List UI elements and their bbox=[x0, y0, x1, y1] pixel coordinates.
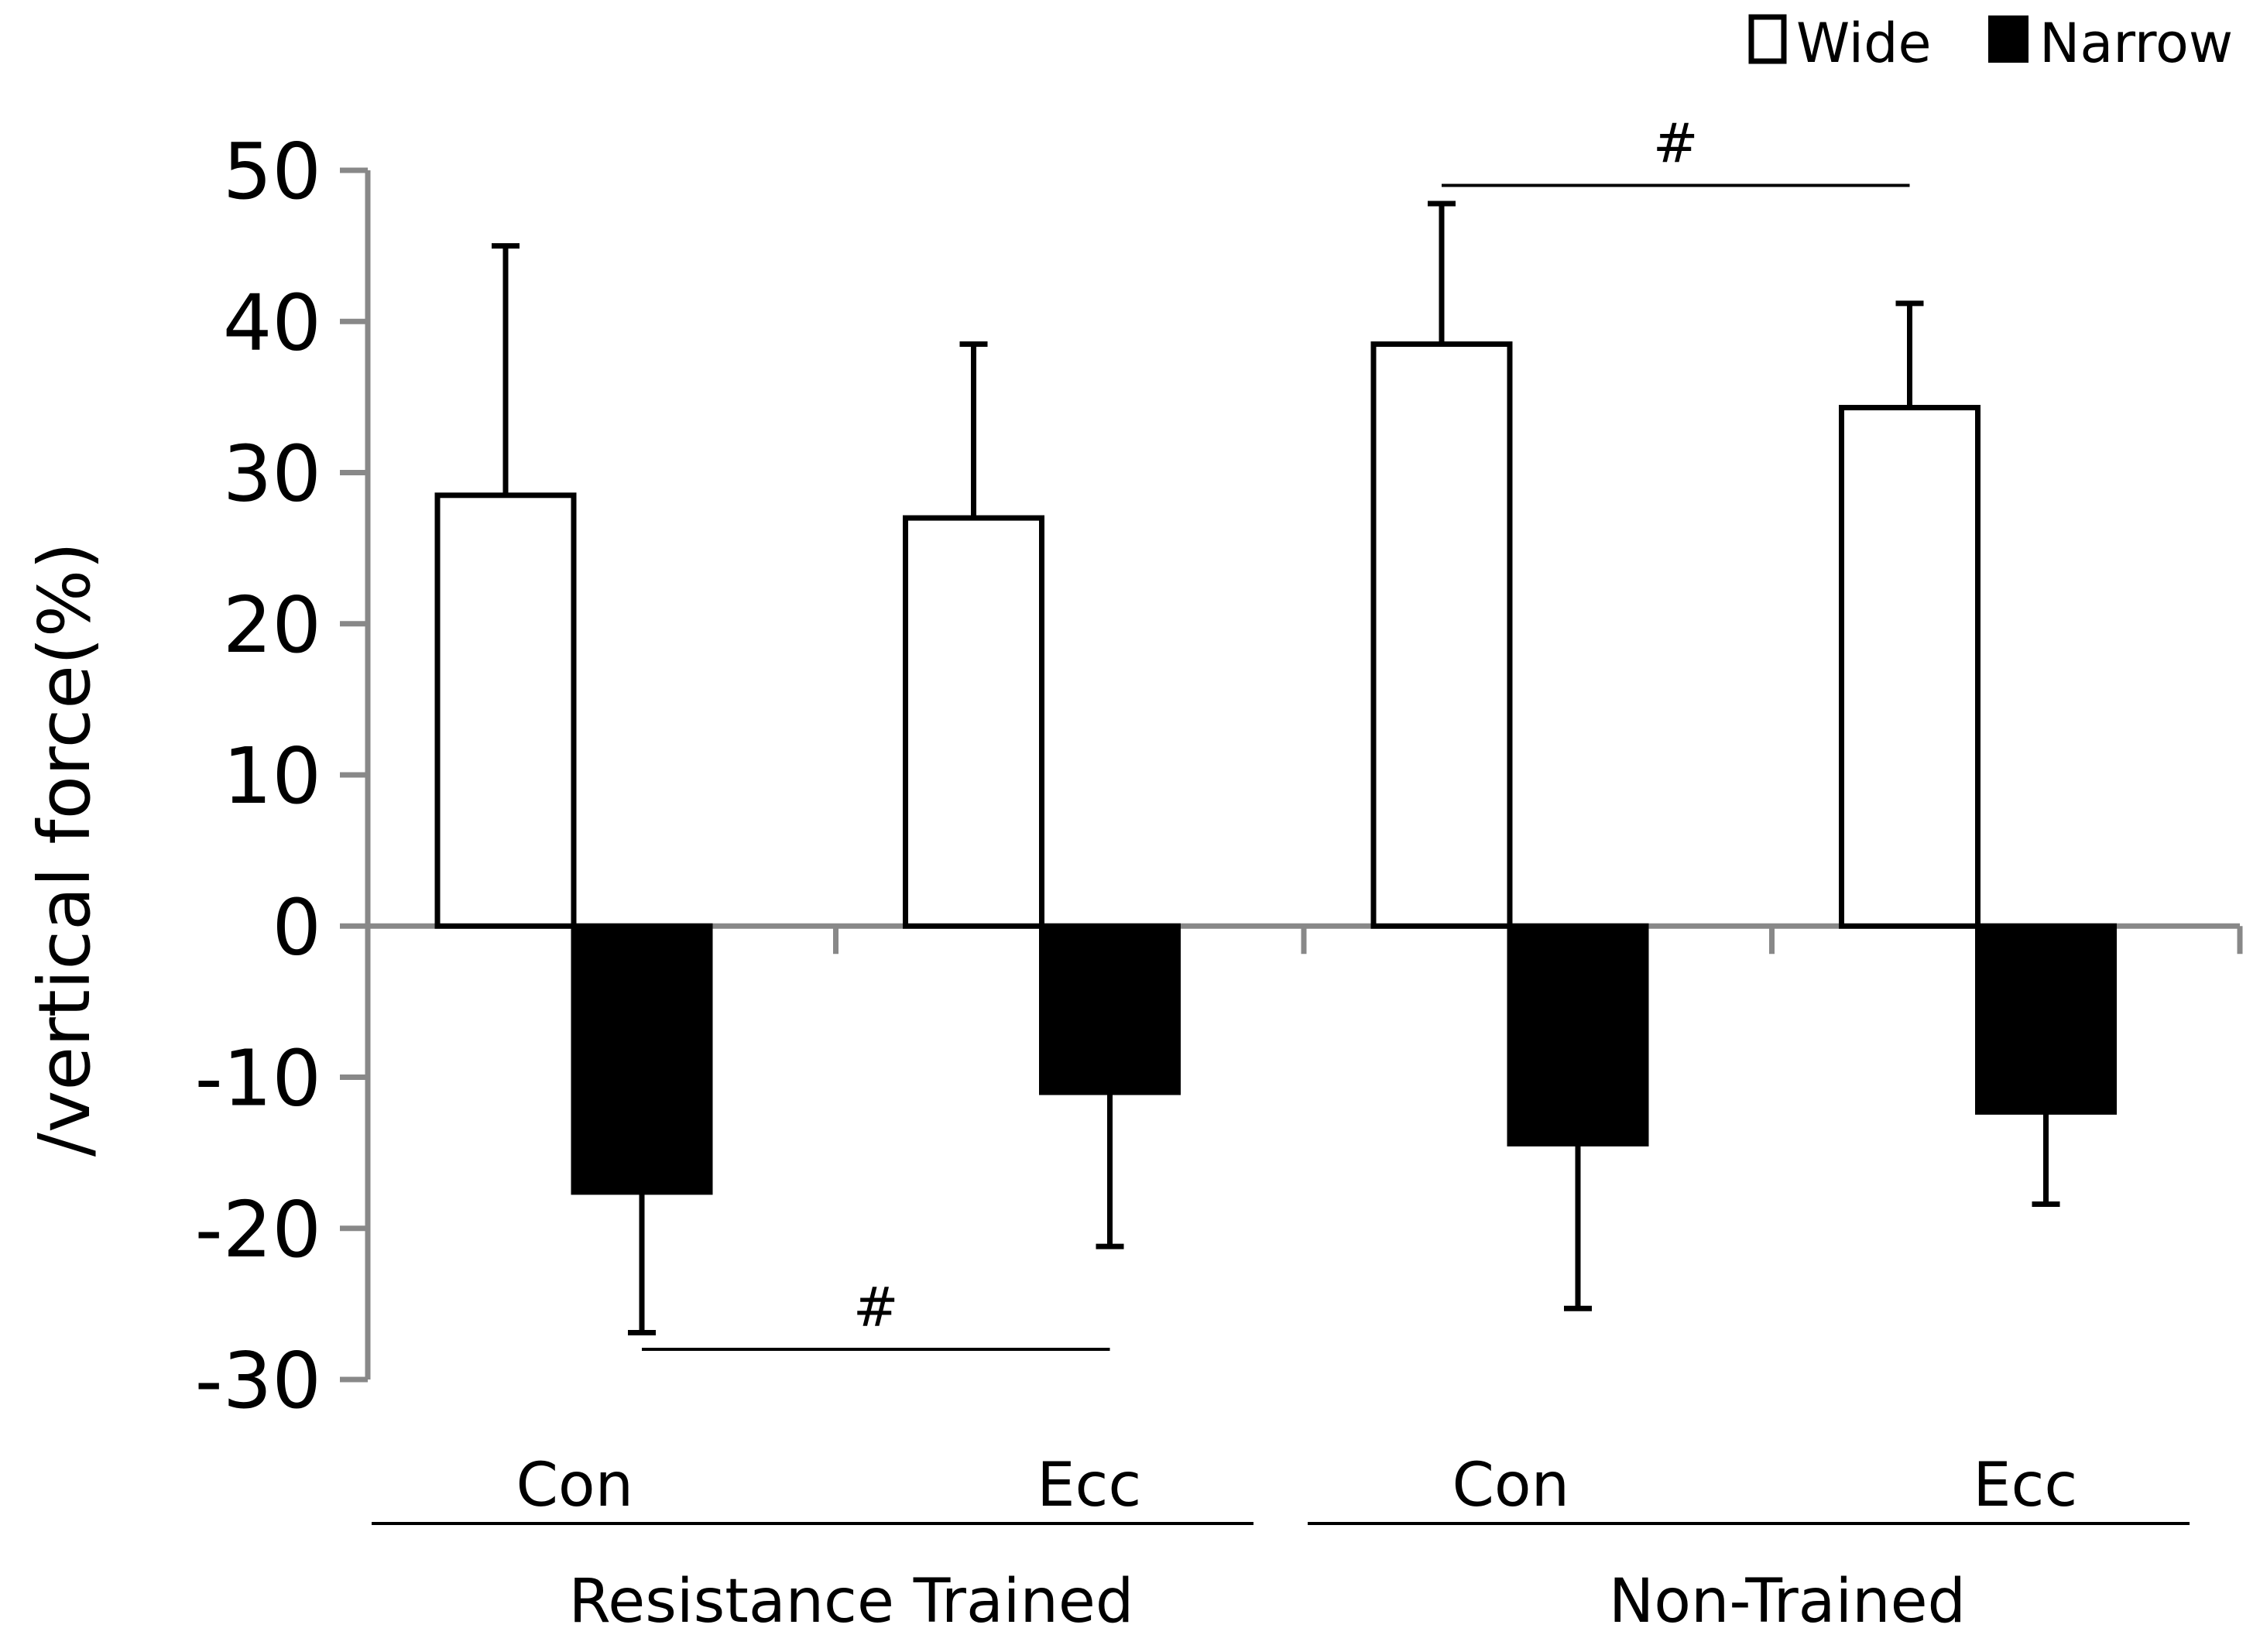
category-labels: Con Ecc Con Ecc Resistance Trained Non-Traine… bbox=[372, 1451, 2190, 1637]
y-tick-label: 40 bbox=[223, 277, 321, 368]
y-tick-label: 10 bbox=[223, 731, 321, 821]
legend-narrow-swatch bbox=[1988, 15, 2029, 63]
y-tick-label: 0 bbox=[272, 882, 321, 972]
category-label: Ecc bbox=[1973, 1451, 2077, 1520]
y-axis-ticks: 50 40 30 20 10 0 -10 -20 -30 bbox=[195, 126, 368, 1426]
bar-wide bbox=[434, 492, 577, 929]
bars bbox=[434, 341, 2117, 1195]
significance-label: # bbox=[853, 1276, 899, 1339]
bar-wide bbox=[1370, 341, 1513, 929]
significance-annotations: ## bbox=[642, 112, 1910, 1351]
bar-narrow bbox=[571, 923, 713, 1195]
bar-narrow bbox=[1975, 923, 2117, 1115]
y-tick-label: 50 bbox=[223, 126, 321, 217]
error-bars bbox=[492, 201, 2060, 1335]
y-axis-label: /vertical force(%) bbox=[23, 542, 106, 1157]
legend-wide-swatch bbox=[1748, 14, 1787, 64]
legend-wide-label: Wide bbox=[1796, 12, 1932, 75]
y-tick-label: 30 bbox=[223, 429, 321, 519]
category-label: Con bbox=[1452, 1451, 1569, 1520]
legend-narrow-label: Narrow bbox=[2039, 12, 2233, 75]
category-label: Con bbox=[516, 1451, 633, 1520]
bar-wide bbox=[1839, 405, 1981, 929]
y-tick-label: -10 bbox=[195, 1033, 321, 1124]
significance-label: # bbox=[1653, 112, 1699, 176]
bar-narrow bbox=[1507, 923, 1649, 1146]
y-tick-label: -30 bbox=[195, 1335, 321, 1426]
y-tick-label: 20 bbox=[223, 580, 321, 670]
bar-wide bbox=[903, 515, 1044, 929]
y-tick-label: -20 bbox=[195, 1184, 321, 1275]
category-label: Ecc bbox=[1037, 1451, 1141, 1520]
group-label: Resistance Trained bbox=[569, 1567, 1134, 1637]
legend: Wide Narrow bbox=[1748, 12, 2233, 75]
bar-narrow bbox=[1039, 923, 1181, 1095]
group-label: Non-Trained bbox=[1609, 1567, 1966, 1637]
